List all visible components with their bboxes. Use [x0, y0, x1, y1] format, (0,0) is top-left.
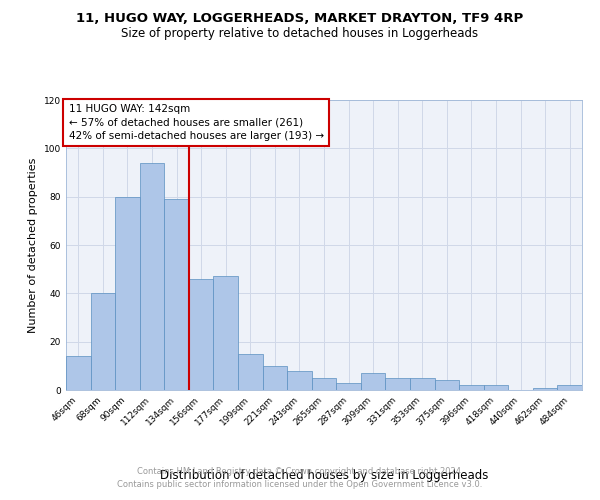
Bar	[115, 196, 140, 390]
Bar	[140, 163, 164, 390]
Bar	[66, 356, 91, 390]
Bar	[410, 378, 434, 390]
Bar	[484, 385, 508, 390]
Text: Size of property relative to detached houses in Loggerheads: Size of property relative to detached ho…	[121, 28, 479, 40]
Bar	[263, 366, 287, 390]
Y-axis label: Number of detached properties: Number of detached properties	[28, 158, 38, 332]
Bar	[361, 373, 385, 390]
Bar	[434, 380, 459, 390]
Text: Contains HM Land Registry data © Crown copyright and database right 2024.: Contains HM Land Registry data © Crown c…	[137, 467, 463, 476]
Bar	[164, 199, 189, 390]
Bar	[459, 385, 484, 390]
Text: 11 HUGO WAY: 142sqm
← 57% of detached houses are smaller (261)
42% of semi-detac: 11 HUGO WAY: 142sqm ← 57% of detached ho…	[68, 104, 324, 141]
Bar	[385, 378, 410, 390]
Bar	[336, 383, 361, 390]
Bar	[287, 370, 312, 390]
Bar	[533, 388, 557, 390]
Text: Contains public sector information licensed under the Open Government Licence v3: Contains public sector information licen…	[118, 480, 482, 489]
Bar	[312, 378, 336, 390]
Text: 11, HUGO WAY, LOGGERHEADS, MARKET DRAYTON, TF9 4RP: 11, HUGO WAY, LOGGERHEADS, MARKET DRAYTO…	[76, 12, 524, 26]
Bar	[214, 276, 238, 390]
X-axis label: Distribution of detached houses by size in Loggerheads: Distribution of detached houses by size …	[160, 468, 488, 481]
Bar	[557, 385, 582, 390]
Bar	[189, 279, 214, 390]
Bar	[238, 354, 263, 390]
Bar	[91, 294, 115, 390]
